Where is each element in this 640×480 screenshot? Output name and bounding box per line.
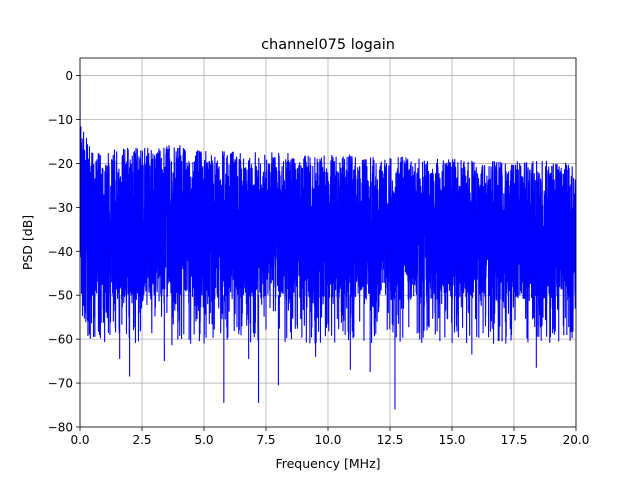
y-axis-label: PSD [dB] <box>20 215 35 270</box>
x-tick-label: 17.5 <box>501 433 528 447</box>
y-tick-label: 0 <box>65 69 73 83</box>
y-tick-label: −40 <box>48 245 73 259</box>
x-tick-label: 0.0 <box>70 433 89 447</box>
y-tick-label: −80 <box>48 421 73 435</box>
y-tick-label: −10 <box>48 113 73 127</box>
y-tick-label: −20 <box>48 157 73 171</box>
x-tick-label: 15.0 <box>439 433 466 447</box>
x-tick-label: 2.5 <box>132 433 151 447</box>
psd-series-line <box>80 75 576 410</box>
x-tick-label: 12.5 <box>377 433 404 447</box>
x-tick-label: 5.0 <box>194 433 213 447</box>
x-axis-label: Frequency [MHz] <box>275 456 380 471</box>
y-tick-label: −70 <box>48 377 73 391</box>
y-tick-label: −50 <box>48 289 73 303</box>
x-tick-label: 20.0 <box>563 433 590 447</box>
axis-ticks: 0.0 2.5 5.0 7.5 10.0 12.5 15.0 17.5 20.0 0 −10 −20 −… <box>48 69 590 447</box>
chart-title: channel075 logain <box>261 37 395 53</box>
x-tick-label: 7.5 <box>256 433 275 447</box>
y-tick-label: −30 <box>48 201 73 215</box>
plot-area <box>80 75 576 410</box>
x-tick-label: 10.0 <box>315 433 342 447</box>
y-tick-label: −60 <box>48 333 73 347</box>
